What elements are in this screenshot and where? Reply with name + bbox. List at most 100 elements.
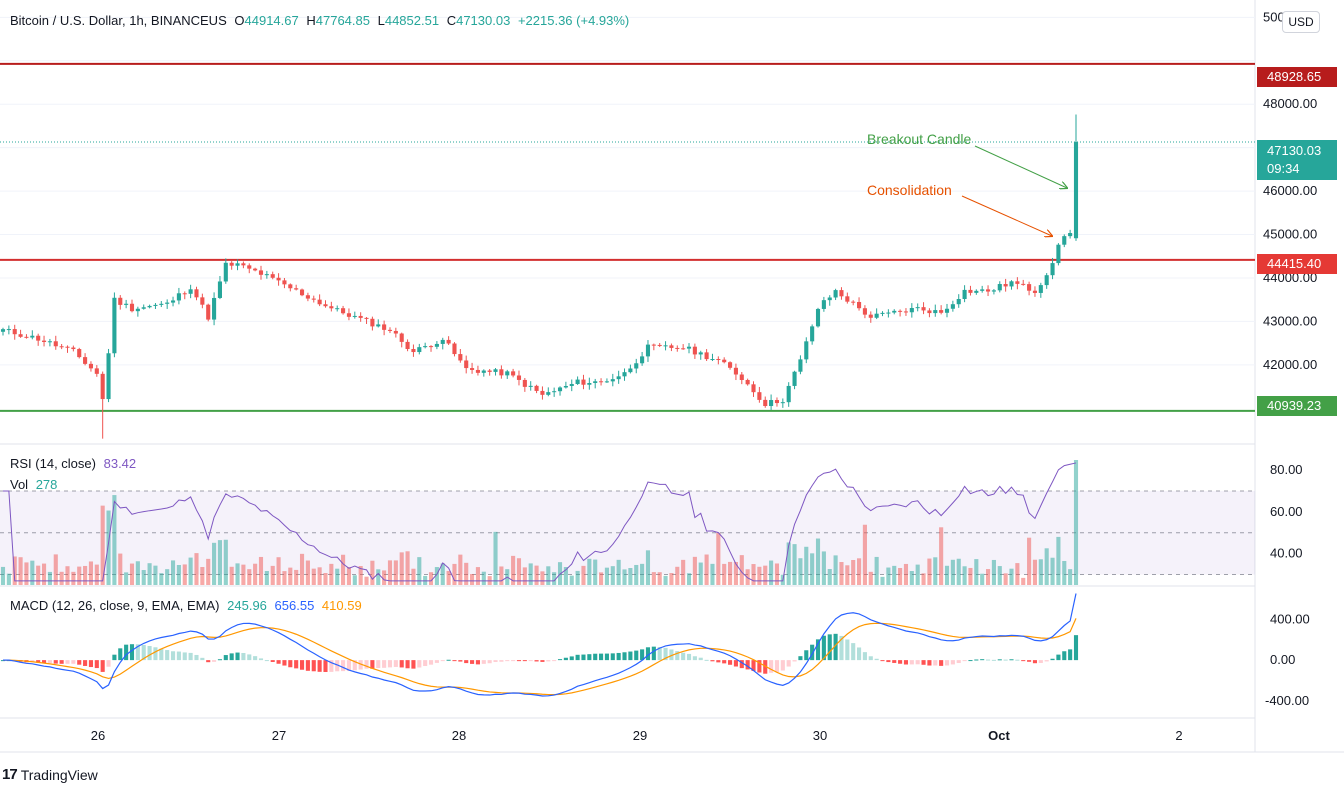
- macd-histogram-bar: [317, 660, 322, 672]
- volume-bar: [241, 564, 246, 585]
- candle-body: [481, 370, 486, 373]
- candle: [487, 369, 492, 376]
- candle-body: [475, 369, 480, 373]
- candle-body: [194, 289, 199, 298]
- candle-body: [522, 379, 527, 387]
- macd-histogram-bar: [346, 660, 351, 672]
- candle: [909, 303, 914, 318]
- candle-body: [124, 303, 129, 305]
- candle-body: [798, 359, 803, 372]
- volume-bar: [370, 560, 375, 585]
- candle-body: [0, 329, 6, 332]
- volume-bar: [528, 563, 533, 585]
- candle-body: [692, 346, 697, 355]
- volume-bar: [722, 563, 727, 585]
- candle: [575, 376, 580, 385]
- volume-bar: [1056, 536, 1061, 585]
- volume-bar: [745, 569, 750, 585]
- macd-histogram-bar: [792, 660, 797, 662]
- macd-histogram-bar: [159, 648, 164, 661]
- macd-histogram-bar: [399, 660, 404, 668]
- macd-histogram-bar: [628, 651, 633, 661]
- volume-bar: [663, 575, 668, 585]
- macd-histogram-bar: [886, 660, 891, 663]
- candle-body: [985, 289, 991, 292]
- candle: [88, 361, 94, 372]
- volume-bar: [0, 566, 6, 585]
- candle-body: [276, 277, 281, 281]
- candle-body: [516, 375, 522, 380]
- candle: [1032, 286, 1038, 297]
- candle: [581, 374, 586, 390]
- close-value: 47130.03: [456, 13, 511, 28]
- volume-bar: [933, 557, 938, 585]
- candle: [968, 285, 973, 296]
- volume-bar: [1068, 569, 1073, 585]
- candle-body: [88, 363, 94, 369]
- volume-bar: [769, 560, 774, 585]
- candle-body: [786, 385, 791, 403]
- candle-body: [610, 379, 615, 382]
- macd-histogram-bar: [581, 654, 586, 661]
- candle: [511, 368, 516, 378]
- macd-histogram-bar: [663, 647, 668, 661]
- volume-bar: [24, 562, 29, 585]
- volume-bar: [898, 567, 903, 585]
- volume-bar: [141, 570, 146, 585]
- candle: [751, 381, 756, 397]
- macd-histogram-bar: [1056, 654, 1061, 661]
- candle: [774, 397, 780, 407]
- candle-body: [71, 347, 76, 350]
- candle-body: [399, 333, 404, 342]
- price-tick-label: 46000.00: [1263, 183, 1317, 198]
- candle: [1015, 277, 1020, 290]
- candle: [927, 308, 932, 318]
- candle-body: [774, 400, 780, 404]
- candle: [464, 355, 469, 374]
- candle: [516, 370, 522, 386]
- macd-histogram-bar: [135, 644, 140, 661]
- volume-bar: [628, 568, 633, 585]
- volume-bar: [481, 571, 486, 585]
- volume-bar: [387, 560, 393, 585]
- change-value: +2215.36 (+4.93%): [517, 13, 630, 28]
- candle-body: [956, 298, 961, 305]
- volume-bar: [857, 558, 862, 585]
- macd-histogram-bar: [387, 660, 393, 668]
- candle-body: [247, 265, 252, 269]
- macd-histogram-bar: [921, 660, 926, 665]
- macd-histogram-bar: [880, 660, 885, 662]
- candle-body: [405, 341, 410, 350]
- macd-histogram-bar: [247, 654, 252, 661]
- candle: [200, 293, 205, 309]
- macd-histogram-bar: [874, 658, 879, 661]
- macd-signal-value: 410.59: [321, 598, 362, 613]
- candle-body: [604, 381, 609, 383]
- tradingview-logo-icon: 17: [2, 766, 18, 783]
- macd-histogram-bar: [675, 651, 680, 661]
- currency-button[interactable]: USD: [1282, 11, 1320, 33]
- volume-bar: [311, 568, 316, 585]
- candle: [341, 305, 346, 315]
- candle-body: [546, 392, 551, 395]
- candle: [786, 382, 791, 407]
- volume-legend-label: Vol: [10, 477, 29, 492]
- macd-histogram-bar: [493, 660, 498, 663]
- candle-body: [616, 376, 621, 380]
- candle-body: [364, 317, 369, 319]
- candle-body: [933, 310, 938, 314]
- volume-bar: [18, 557, 23, 585]
- candle: [686, 343, 692, 354]
- volume-bar: [428, 572, 434, 585]
- candle-body: [305, 295, 310, 299]
- candle: [944, 303, 950, 318]
- macd-histogram-bar: [657, 646, 662, 661]
- footer-brand[interactable]: 17 TradingView: [2, 766, 98, 783]
- candle-body: [534, 385, 539, 391]
- candle-body: [434, 343, 439, 347]
- last-price-value: 47130.03: [1267, 143, 1322, 158]
- volume-bar: [258, 556, 264, 585]
- candle: [317, 294, 322, 307]
- volume-bar: [1032, 559, 1038, 585]
